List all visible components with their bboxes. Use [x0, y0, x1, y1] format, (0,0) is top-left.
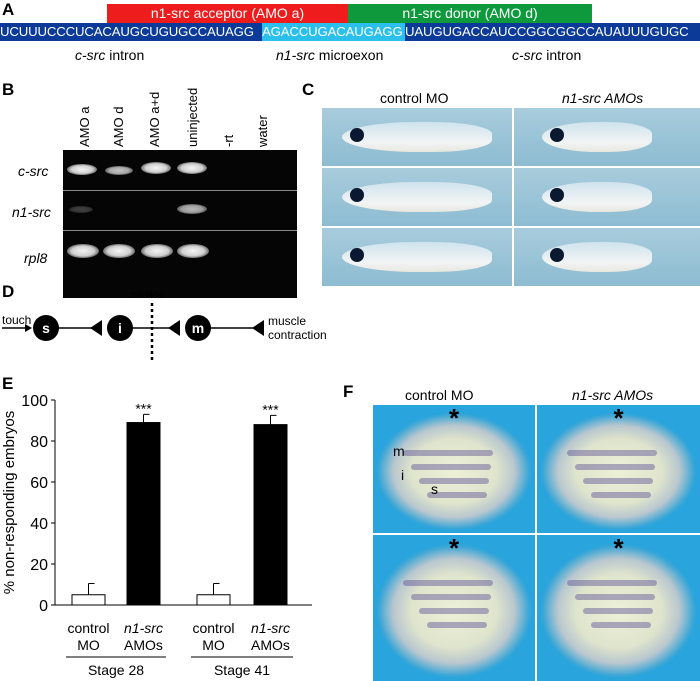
row-label-rpl8: rpl8 — [24, 250, 48, 266]
group-label: Stage 28 — [88, 662, 144, 678]
caption-intron-2: c-src intron — [512, 47, 582, 63]
acceptor-amo-bar: n1-src acceptor (AMO a) — [107, 4, 348, 23]
tadpole-photo — [514, 168, 700, 226]
category-label: AMOs — [124, 637, 163, 653]
panel-b-label: B — [2, 80, 15, 99]
panel-a-label: A — [2, 0, 15, 19]
y-axis-label: % non-responding embryos — [1, 411, 18, 594]
row-label-n1-src: n1-src — [12, 204, 51, 220]
sensory-neuron — [33, 315, 59, 341]
sequence-bar: UCUUUCCCUCACAUGCUGUGCCAUAGG AGACCUGACAUGA… — [0, 23, 700, 41]
caption-intron-1: c-src intron — [75, 47, 145, 63]
tadpole-photo — [322, 228, 512, 286]
tadpole-photo — [322, 108, 512, 166]
synapse-icon — [252, 320, 264, 336]
svg-text:contraction: contraction — [268, 328, 327, 342]
category-label: control — [192, 620, 234, 636]
y-tick-label: 80 — [30, 434, 48, 451]
category-label: control — [67, 620, 109, 636]
bar — [196, 594, 231, 606]
panel-d-label: D — [2, 282, 15, 301]
y-tick-label: 20 — [30, 557, 48, 574]
col-header-control: control MO — [380, 90, 449, 106]
lane-label: AMO a — [77, 106, 92, 147]
reflex-circuit-diagram: touch midline s i m muscle contraction — [2, 289, 327, 361]
midline-label: midline — [130, 289, 165, 301]
lane-label: uninjected — [185, 87, 200, 147]
dorsal-star: * — [613, 533, 624, 563]
svg-text:m: m — [192, 320, 204, 336]
row-label-c-src: c-src — [18, 163, 49, 179]
group-label: Stage 41 — [214, 662, 270, 678]
caption-microexon: n1-src microexon — [276, 47, 384, 63]
svg-text:muscle: muscle — [268, 314, 306, 328]
y-tick-label: 0 — [39, 598, 48, 615]
significance-label: *** — [135, 400, 152, 416]
category-label: n1-src — [124, 620, 163, 636]
lane-label: AMO d — [111, 106, 126, 147]
category-label: n1-src — [251, 620, 290, 636]
svg-text:i: i — [118, 320, 122, 336]
y-tick-label: 100 — [21, 393, 48, 410]
tadpole-photo — [514, 108, 700, 166]
category-label: MO — [202, 637, 225, 653]
lane-label: water — [255, 115, 270, 147]
embryo-photo: * — [537, 403, 700, 533]
touch-label: touch — [2, 313, 31, 327]
y-tick-label: 60 — [30, 475, 48, 492]
category-label: AMOs — [251, 637, 290, 653]
synapse-icon — [168, 320, 180, 336]
donor-amo-bar: n1-src donor (AMO d) — [348, 4, 592, 23]
panel-f-label: F — [343, 382, 354, 401]
col-header-amos: n1-src AMOs — [562, 90, 644, 106]
tadpole-photo — [514, 228, 700, 286]
bar — [71, 594, 106, 606]
svg-text:s: s — [42, 320, 50, 336]
y-tick-label: 40 — [30, 516, 48, 533]
panel-e-label: E — [2, 374, 14, 393]
intron-seq-2: UAUGUGACCAUCCGGCGGCCAUAUUUGUGC — [405, 24, 689, 39]
embryo-image-grid: * m i s * * * — [373, 403, 700, 681]
bar — [253, 424, 288, 606]
tadpole-photo — [322, 168, 512, 226]
col-header-amos-f: n1-src AMOs — [572, 387, 654, 403]
bar-chart: 0 20 40 60 80 100% non-responding embryos cont… — [1, 393, 312, 678]
panel-c-label: C — [302, 80, 315, 99]
dorsal-star: * — [448, 533, 460, 563]
interneuron — [107, 315, 133, 341]
dorsal-star: * — [448, 403, 460, 433]
embryo-photo: * — [373, 533, 535, 681]
synapse-icon — [90, 320, 102, 336]
embryo-photo: * m i s — [373, 403, 535, 533]
motor-neuron — [185, 315, 211, 341]
dorsal-star: * — [613, 403, 624, 433]
lane-label: AMO a+d — [147, 91, 162, 147]
embryo-photo: * — [537, 533, 700, 681]
lane-label: -rt — [221, 134, 236, 147]
tadpole-image-grid — [322, 108, 700, 288]
gel-image — [63, 150, 297, 298]
intron-seq-1: UCUUUCCCUCACAUGCUGUGCCAUAGG — [0, 24, 254, 39]
exon-seq: AGACCUGACAUGAGG — [262, 23, 405, 41]
category-label: MO — [77, 637, 100, 653]
col-header-control-f: control MO — [405, 387, 474, 403]
significance-label: *** — [262, 401, 279, 417]
bar — [126, 422, 161, 606]
